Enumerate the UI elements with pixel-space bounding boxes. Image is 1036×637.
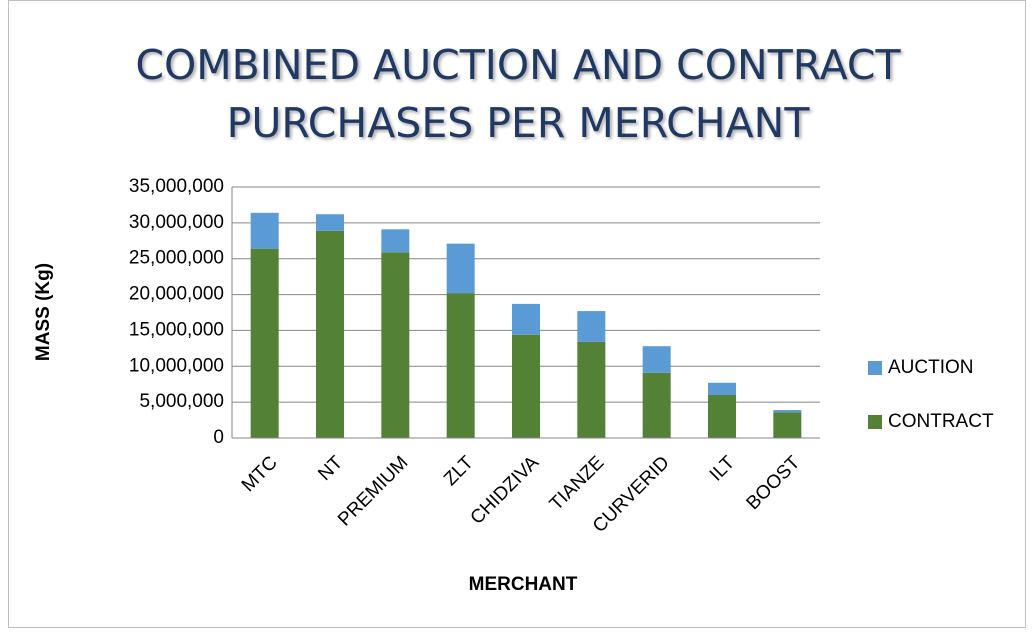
legend-label: CONTRACT [888,411,994,432]
y-tick-label: 20,000,000 [129,284,224,305]
y-tick-label: 35,000,000 [129,176,224,197]
x-axis-label: MERCHANT [469,574,578,595]
bar-segment [250,212,279,249]
bar-segment [577,341,606,438]
legend-swatch [868,361,882,375]
legend-label: AUCTION [888,357,974,378]
bar-segment [512,334,540,438]
chart-frame [8,0,1026,628]
bar-segment [512,303,540,335]
x-tick-label: PREMIUM [334,452,412,530]
legend-swatch [868,415,882,429]
y-tick-label: 10,000,000 [129,355,224,376]
bar-segment [708,382,736,395]
bar-segment [708,394,736,438]
chart-title: COMBINED AUCTION AND CONTRACT PURCHASES … [135,41,901,147]
bar-segment [316,214,344,231]
y-tick-label: 0 [213,427,224,448]
y-tick-label: 25,000,000 [129,248,224,269]
x-tick-label: NT [314,452,347,485]
x-tick-label: MTC [238,452,282,496]
bar-segment [773,410,802,413]
bar-segment [446,293,475,438]
bar-segment [250,248,279,438]
y-tick-label: 15,000,000 [129,319,224,340]
y-tick-label: 30,000,000 [129,212,224,233]
y-axis-label: MASS (Kg) [33,263,54,361]
bar-segment [642,372,671,438]
bar-segment [381,229,410,253]
bar-segment [642,346,671,373]
bar-segment [381,252,410,438]
x-tick-label: BOOST [743,452,805,514]
x-tick-label: ZLT [440,452,478,490]
bar-segment [446,243,475,294]
y-tick-label: 5,000,000 [139,391,224,412]
x-tick-label: CHIDZIVA [467,452,544,529]
bar-segment [316,230,344,438]
bar-segment [773,412,802,438]
x-tick-label: TIANZE [546,452,609,515]
bar-segment [577,311,606,342]
x-tick-label: ILT [706,452,740,486]
